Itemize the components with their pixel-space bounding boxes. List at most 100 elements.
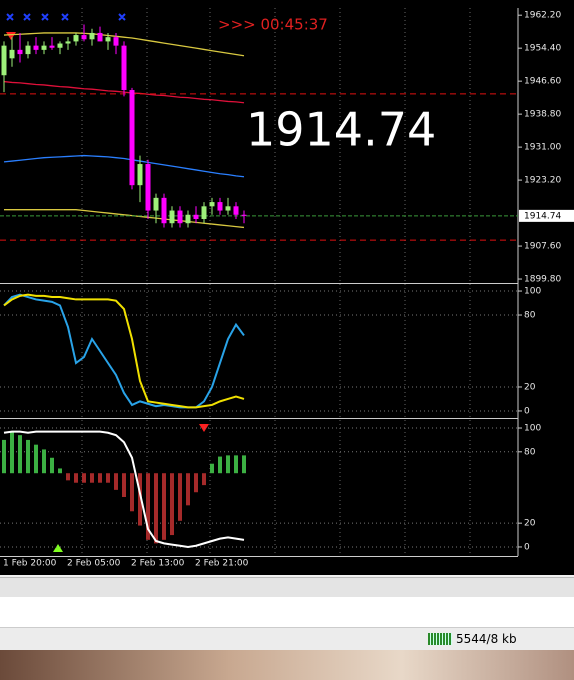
y-tick-label: 0 bbox=[524, 406, 530, 416]
oscillator-line bbox=[3, 430, 245, 548]
candle-body bbox=[225, 206, 231, 211]
histogram-bar bbox=[234, 455, 238, 474]
candle-body bbox=[89, 32, 95, 40]
countdown: >>> 00:45:37 bbox=[218, 16, 328, 34]
y-tick-label: 1923.20 bbox=[524, 176, 561, 186]
window-bottom: 5544/8 kb bbox=[0, 575, 574, 680]
histogram-bar bbox=[186, 473, 190, 506]
oscillator-line bbox=[3, 293, 245, 409]
histogram-bar bbox=[122, 473, 126, 498]
x-tick-label: 1 Feb 20:00 bbox=[3, 559, 57, 569]
y-tick-label: 1931.00 bbox=[524, 143, 561, 153]
candle-body bbox=[113, 37, 119, 46]
candle-body bbox=[217, 202, 223, 211]
histogram-bar bbox=[74, 473, 78, 483]
histogram-bar bbox=[226, 455, 230, 474]
candle-body bbox=[193, 214, 199, 219]
candle-body bbox=[33, 45, 39, 50]
indicator-line bbox=[3, 32, 245, 57]
candle-body bbox=[145, 164, 151, 211]
candle-body bbox=[17, 49, 23, 55]
candle-body bbox=[49, 45, 55, 48]
candle-body bbox=[129, 90, 135, 186]
histogram-bar bbox=[82, 473, 86, 483]
scrollbar[interactable] bbox=[0, 577, 574, 597]
histogram-bar bbox=[154, 473, 158, 544]
histogram-bar bbox=[26, 439, 30, 474]
y-tick-label: 1899.80 bbox=[524, 275, 561, 285]
histogram-bar bbox=[146, 473, 150, 540]
y-tick-label: 1907.60 bbox=[524, 242, 561, 252]
histogram-bar bbox=[50, 457, 54, 474]
y-tick-label: 20 bbox=[524, 382, 536, 392]
x-tick-label: 2 Feb 21:00 bbox=[195, 559, 249, 569]
histogram-bar bbox=[42, 449, 46, 474]
tab-area bbox=[0, 597, 574, 627]
price-label-bg bbox=[519, 209, 574, 222]
candle-body bbox=[9, 49, 15, 59]
candle-body bbox=[137, 164, 143, 186]
y-tick-label: 1962.20 bbox=[524, 11, 561, 21]
y-tick-label: 100 bbox=[524, 287, 541, 297]
markers bbox=[6, 13, 126, 21]
oscillator-line bbox=[3, 293, 245, 409]
histogram-bar bbox=[130, 473, 134, 512]
frame bbox=[0, 8, 519, 557]
taskbar bbox=[0, 650, 574, 680]
histogram-bar bbox=[194, 473, 198, 493]
histogram-bar bbox=[66, 473, 70, 481]
histogram-bar bbox=[210, 463, 214, 474]
candle-body bbox=[25, 45, 31, 55]
y-tick-label: 80 bbox=[524, 311, 536, 321]
histogram-bar bbox=[10, 431, 14, 474]
histogram-bar bbox=[170, 473, 174, 536]
traffic-text: 5544/8 kb bbox=[456, 632, 517, 646]
indicator-line bbox=[4, 209, 245, 229]
candle-body bbox=[105, 37, 111, 42]
candle-body bbox=[1, 45, 7, 76]
sell-arrow bbox=[6, 32, 16, 40]
histogram-bar bbox=[58, 468, 62, 474]
histogram-bar bbox=[98, 473, 102, 483]
candle-body bbox=[201, 206, 207, 219]
histogram-bar bbox=[18, 435, 22, 474]
y-tick-label: 20 bbox=[524, 519, 536, 529]
candle-body bbox=[57, 43, 63, 48]
y-tick-label: 1946.60 bbox=[524, 77, 561, 87]
histogram-bar bbox=[242, 455, 246, 474]
price-big: 1914.74 bbox=[246, 103, 436, 157]
candle-body bbox=[209, 202, 215, 207]
histogram-bar bbox=[178, 473, 182, 521]
candle-body bbox=[121, 45, 127, 91]
y-tick-label: 1938.80 bbox=[524, 110, 561, 120]
status-bar: 5544/8 kb bbox=[0, 627, 574, 651]
candle-body bbox=[241, 214, 247, 216]
chart: >>> 00:45:37 1914.74 1962.20 1954.40 1946.… bbox=[0, 0, 574, 575]
histogram-bar bbox=[218, 456, 222, 474]
histogram-bar bbox=[114, 473, 118, 490]
x-tick-label: 2 Feb 13:00 bbox=[131, 559, 185, 569]
candle-body bbox=[73, 35, 79, 42]
histogram-bar bbox=[34, 444, 38, 474]
y-tick-label: 0 bbox=[524, 542, 530, 552]
candle-body bbox=[41, 45, 47, 50]
candle-body bbox=[153, 197, 159, 211]
histogram-bar bbox=[162, 473, 166, 540]
candle-body bbox=[185, 214, 191, 224]
candle-body bbox=[97, 32, 103, 42]
histogram-bar bbox=[106, 473, 110, 483]
buy-arrow bbox=[53, 544, 63, 552]
candle-body bbox=[81, 35, 87, 40]
candle-body bbox=[177, 210, 183, 224]
y-tick-label: 80 bbox=[524, 447, 536, 457]
histogram-bar bbox=[202, 473, 206, 486]
candle-body bbox=[161, 197, 167, 224]
histogram-bar bbox=[90, 473, 94, 483]
y-tick-label: 1954.40 bbox=[524, 44, 561, 54]
traffic-icon bbox=[428, 633, 452, 645]
candle-body bbox=[169, 210, 175, 224]
price-label: 1914.74 bbox=[524, 211, 561, 221]
histogram-bar bbox=[2, 439, 6, 474]
candle-body bbox=[65, 41, 71, 44]
